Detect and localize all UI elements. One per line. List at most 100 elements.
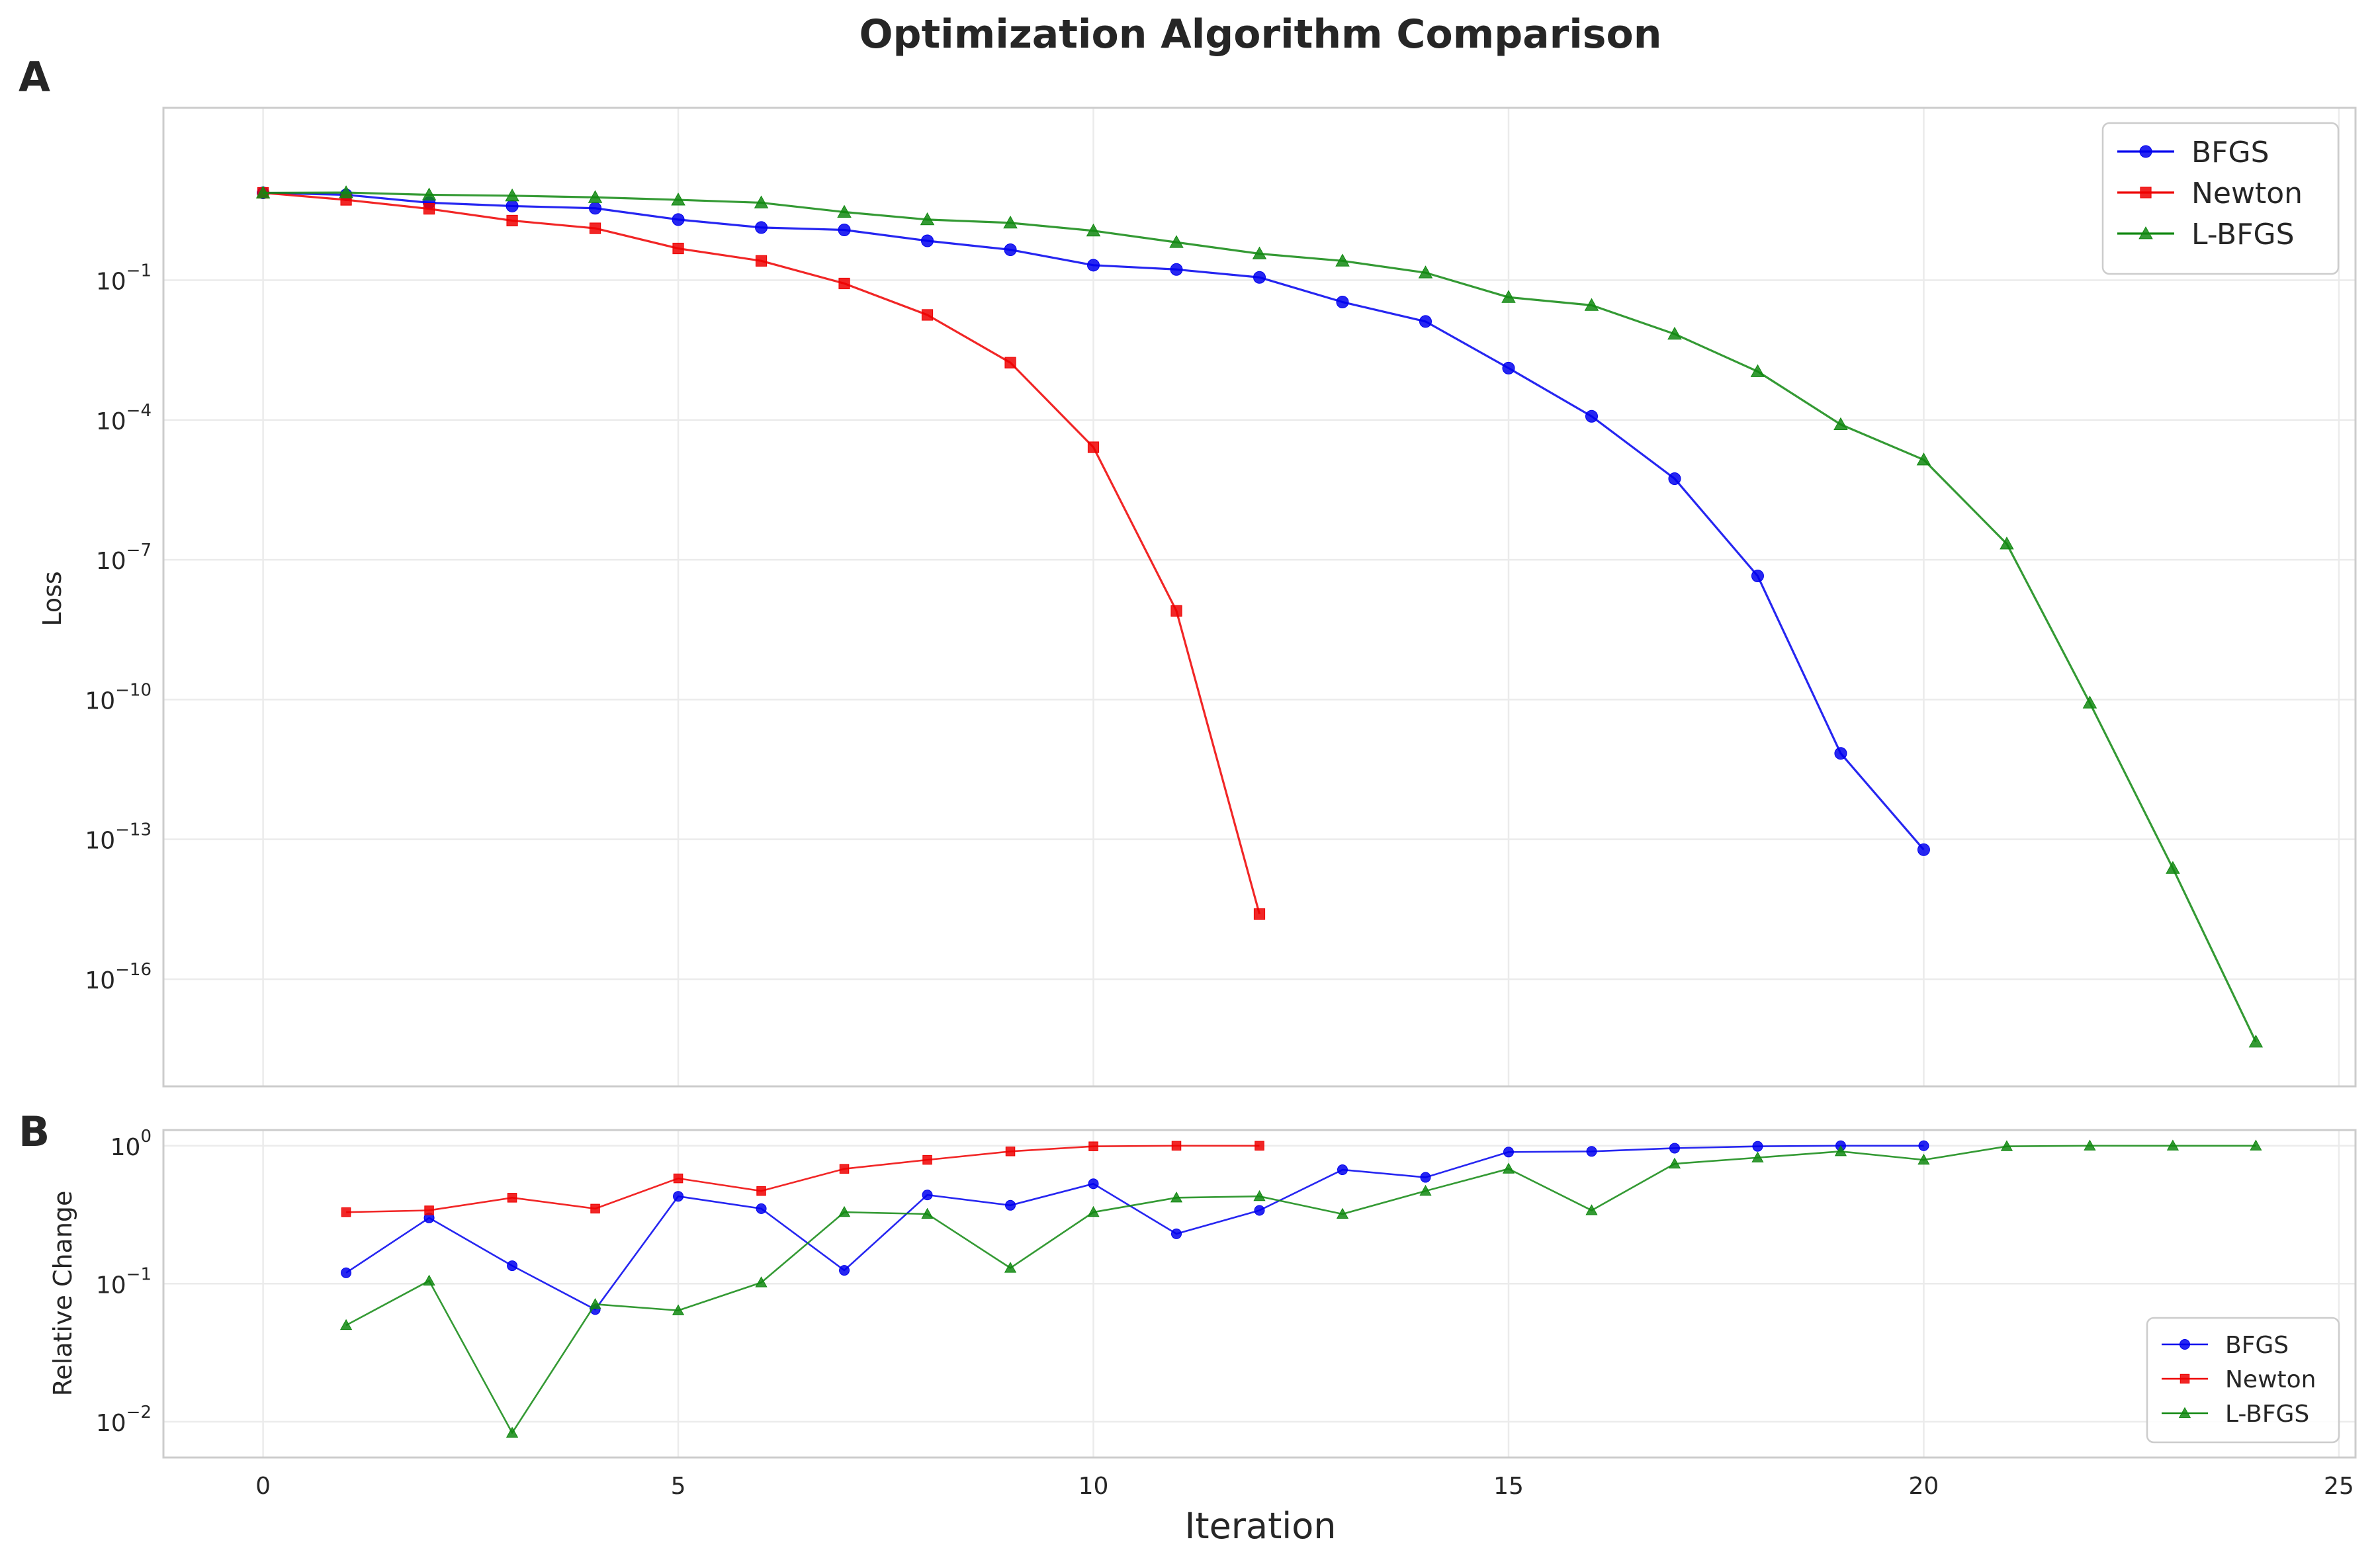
data-point-newton	[839, 1164, 850, 1174]
y-tick-label: 10−10	[85, 680, 152, 715]
data-point-l-bfgs	[1252, 246, 1267, 259]
legend-label-l-bfgs: L-BFGS	[2191, 218, 2295, 251]
data-point-bfgs	[589, 202, 602, 215]
data-point-bfgs	[1585, 410, 1598, 423]
data-point-newton	[589, 222, 601, 234]
data-point-bfgs	[1503, 1147, 1514, 1158]
data-point-l-bfgs	[2000, 537, 2014, 550]
legend-label-newton: Newton	[2191, 177, 2303, 210]
y-tick-base: 10	[96, 1272, 126, 1299]
data-point-bfgs	[672, 213, 685, 226]
y-tick-exponent: 0	[140, 1127, 152, 1147]
data-point-bfgs	[756, 1203, 767, 1214]
data-point-bfgs	[1586, 1146, 1597, 1157]
data-point-l-bfgs	[1668, 1157, 1681, 1169]
data-point-newton	[1170, 605, 1182, 617]
plot-area-a	[163, 108, 2356, 1086]
y-tick-exponent: −4	[126, 401, 152, 421]
y-tick-exponent: −7	[126, 541, 152, 560]
data-point-l-bfgs	[339, 185, 353, 198]
y-tick-base: 10	[96, 548, 126, 575]
data-point-newton	[673, 1173, 683, 1184]
data-point-newton	[1087, 441, 1100, 453]
legend-marker-l-bfgs	[2138, 226, 2153, 240]
y-tick-label: 10−2	[96, 1403, 152, 1437]
legend-b: BFGS Newton L-BFGS	[2146, 1317, 2340, 1444]
data-point-l-bfgs	[2000, 1140, 2013, 1151]
data-point-l-bfgs	[1750, 364, 1765, 377]
data-point-l-bfgs	[2250, 1139, 2262, 1151]
data-point-newton	[838, 277, 850, 290]
data-point-l-bfgs	[920, 212, 935, 226]
legend-label-newton: Newton	[2225, 1366, 2316, 1393]
data-point-l-bfgs	[255, 185, 271, 198]
data-point-l-bfgs	[755, 1276, 768, 1287]
data-point-newton	[1255, 1141, 1264, 1151]
plot-area-b	[163, 1130, 2356, 1458]
data-point-newton	[921, 309, 934, 321]
data-point-l-bfgs	[1004, 1262, 1017, 1273]
data-point-bfgs	[1336, 296, 1349, 309]
data-point-bfgs	[838, 224, 851, 237]
y-tick-base: 10	[85, 967, 115, 994]
data-point-l-bfgs	[506, 1426, 519, 1438]
data-point-l-bfgs	[423, 1274, 435, 1285]
data-point-newton	[590, 1203, 600, 1214]
legend-label-bfgs: BFGS	[2191, 136, 2269, 169]
data-point-l-bfgs	[421, 187, 437, 200]
data-point-bfgs	[1918, 1140, 1929, 1151]
data-point-l-bfgs	[672, 1304, 685, 1315]
x-tick-label: 20	[1909, 1473, 1939, 1500]
gridlines-b	[163, 1130, 2356, 1458]
data-point-l-bfgs	[1087, 1205, 1100, 1217]
legend-label-l-bfgs: L-BFGS	[2225, 1401, 2309, 1428]
panel-label-a: A	[19, 53, 50, 101]
data-point-bfgs	[1669, 1143, 1680, 1154]
legend-frame	[2146, 1317, 2340, 1444]
y-tick-exponent: −10	[115, 680, 152, 700]
data-point-newton	[1088, 1141, 1098, 1151]
y-tick-exponent: −2	[126, 1403, 152, 1422]
y-tick-base: 10	[96, 269, 126, 296]
plot-frame-b	[162, 1129, 2357, 1459]
data-point-newton	[1171, 1141, 1182, 1151]
data-point-bfgs	[1253, 271, 1266, 284]
x-tick-label: 5	[671, 1473, 686, 1500]
data-point-bfgs	[1419, 315, 1432, 328]
legend-frame	[2101, 122, 2340, 275]
data-point-bfgs	[839, 1265, 850, 1276]
series-line-l-bfgs	[345, 1145, 2256, 1434]
data-point-bfgs	[755, 221, 768, 234]
data-point-l-bfgs	[1917, 1153, 1930, 1165]
series-layer-a	[255, 185, 2264, 1048]
y-tick-base: 10	[96, 1410, 126, 1437]
data-point-newton	[922, 1154, 932, 1165]
data-point-l-bfgs	[1419, 1184, 1432, 1196]
y-tick-exponent: −16	[115, 960, 152, 980]
series-layer-b	[339, 1139, 2262, 1438]
x-tick-label: 0	[255, 1473, 271, 1500]
data-point-bfgs	[1751, 570, 1764, 583]
data-point-l-bfgs	[1086, 223, 1101, 237]
legend-marker-bfgs	[2180, 1339, 2190, 1350]
data-point-l-bfgs	[671, 193, 685, 206]
x-tick-label: 10	[1079, 1473, 1109, 1500]
data-point-bfgs	[341, 1267, 352, 1278]
data-point-bfgs	[1005, 1199, 1016, 1211]
data-point-bfgs	[1752, 1141, 1763, 1152]
series-line-newton	[346, 1145, 1260, 1213]
y-tick-base: 10	[96, 408, 126, 435]
y-axis-label-a: Loss	[38, 571, 67, 626]
data-point-l-bfgs	[339, 1319, 353, 1330]
data-point-l-bfgs	[2166, 1139, 2180, 1151]
y-tick-label: 100	[110, 1127, 152, 1161]
legend-a: BFGS Newton L-BFGS	[2101, 122, 2340, 275]
y-tick-exponent: −13	[115, 820, 152, 840]
data-point-bfgs	[507, 1260, 518, 1272]
data-point-bfgs	[1170, 263, 1183, 276]
data-point-bfgs	[1502, 361, 1515, 374]
data-point-newton	[755, 255, 768, 267]
